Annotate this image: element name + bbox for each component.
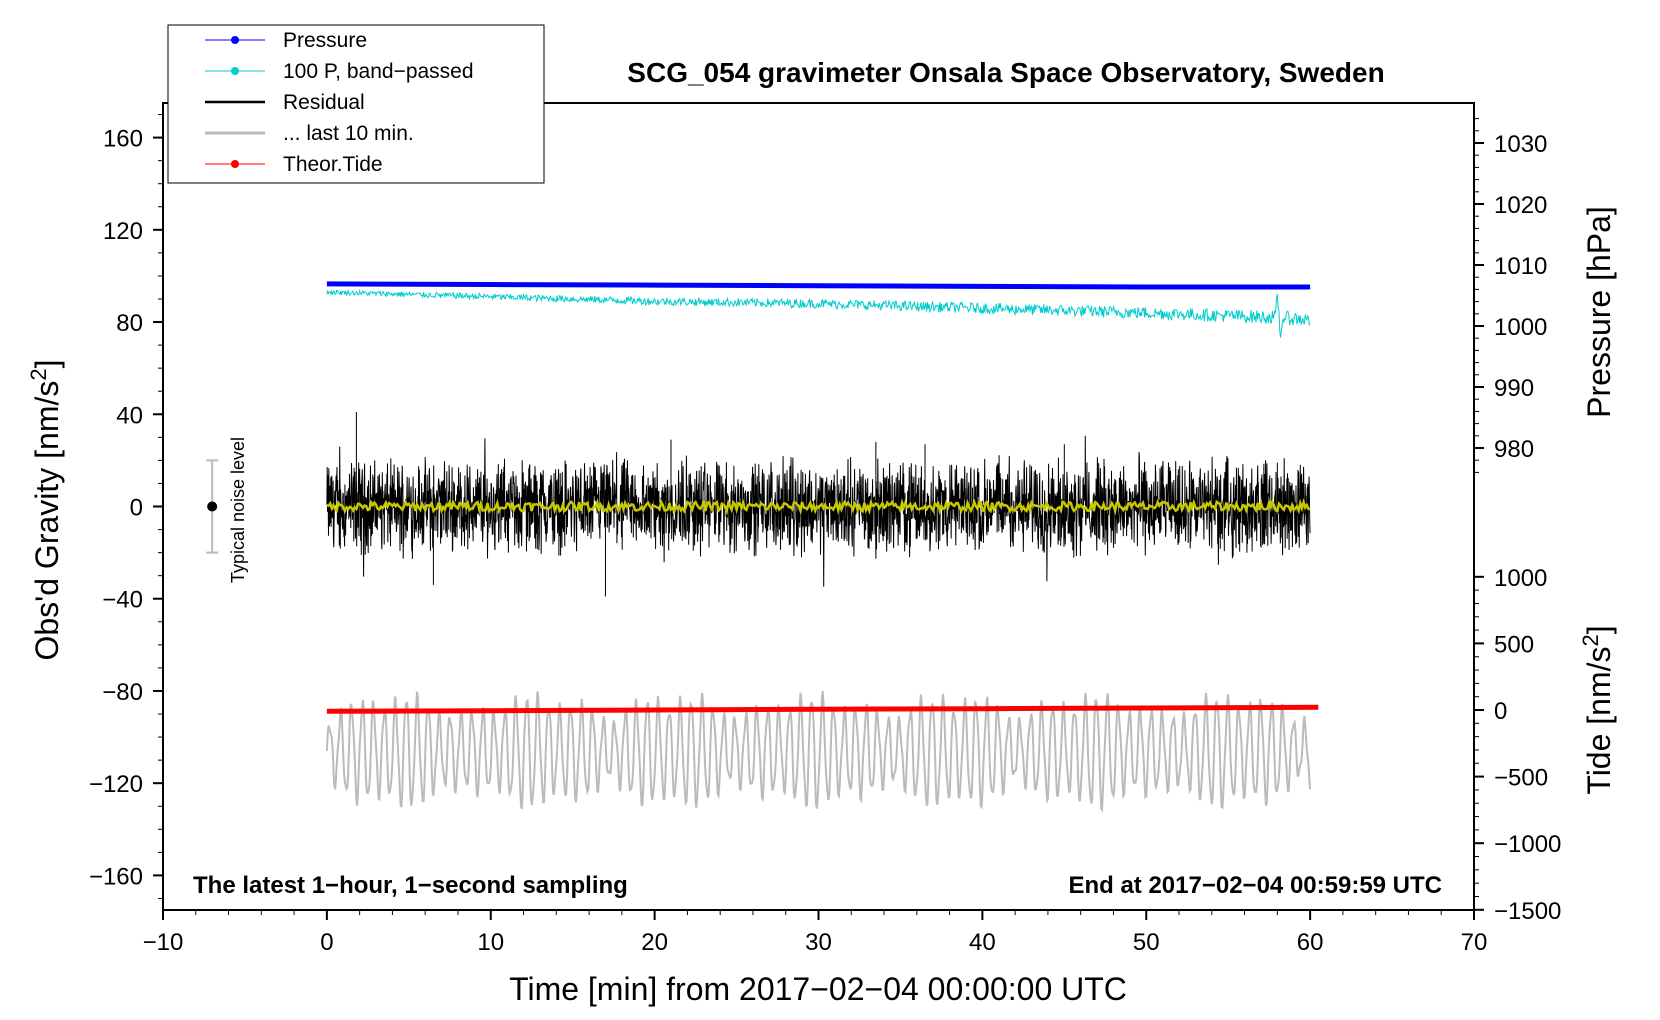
series-band-passed-pressure	[326, 288, 1311, 338]
y-axis-label-tide: Tide [nm/s2]	[1578, 625, 1617, 794]
pressure-tick-label: 1030	[1494, 131, 1547, 158]
tide-tick-label: 500	[1494, 631, 1534, 658]
y-tick-label: −40	[102, 587, 143, 614]
legend-marker	[231, 36, 239, 44]
x-tick-label: 60	[1297, 929, 1324, 956]
y-axis-pressure: 1030 1020 1010 1000 990 980	[1474, 118, 1547, 473]
series-residual-smoothed	[326, 497, 1311, 516]
x-tick-label: 20	[641, 929, 668, 956]
tide-tick-label: 0	[1494, 698, 1507, 725]
noise-level-label: Typical noise level	[228, 437, 248, 583]
pressure-tick-label: 1010	[1494, 253, 1547, 280]
legend-label: Pressure	[283, 29, 367, 52]
pressure-tick-label: 1000	[1494, 314, 1547, 341]
y-axis-label-gravity: Obs'd Gravity [nm/s2]	[26, 359, 65, 660]
note-latest-hour: The latest 1−hour, 1−second sampling	[193, 872, 628, 899]
series-last-10-min	[325, 691, 1312, 813]
y-tick-label: −80	[102, 679, 143, 706]
pressure-tick-label: 1020	[1494, 192, 1547, 219]
x-axis-label: Time [min] from 2017−02−04 00:00:00 UTC	[509, 971, 1127, 1007]
y-axis-tide: 1000 500 0 −500 −1000 −1500	[1474, 565, 1561, 925]
legend-marker	[231, 160, 239, 168]
legend-label: ... last 10 min.	[283, 122, 414, 145]
legend-label: Residual	[283, 91, 365, 114]
x-axis: −10 0 10 20 30 40 50 60 70	[143, 910, 1488, 956]
y-axis-label-pressure: Pressure [hPa]	[1581, 206, 1617, 418]
legend-label: Theor.Tide	[283, 153, 383, 176]
chart-title: SCG_054 gravimeter Onsala Space Observat…	[627, 57, 1384, 88]
note-end-time: End at 2017−02−04 00:59:59 UTC	[1068, 872, 1442, 899]
x-tick-label: 10	[477, 929, 504, 956]
y-axis-gravity: 160 120 80 40 0 −40 −80 −120 −160	[89, 114, 163, 899]
tide-tick-label: 1000	[1494, 565, 1547, 592]
x-tick-label: 50	[1133, 929, 1160, 956]
y-tick-label: 160	[103, 126, 143, 153]
legend: Pressure 100 P, band−passed Residual ... la…	[167, 24, 545, 184]
noise-level-indicator	[206, 459, 219, 554]
y-tick-label: 40	[116, 402, 143, 429]
tide-tick-label: −500	[1494, 765, 1548, 792]
tide-tick-label: −1000	[1494, 831, 1561, 858]
pressure-tick-label: 980	[1494, 436, 1534, 463]
series-residual	[326, 435, 1311, 587]
x-tick-label: 70	[1461, 929, 1488, 956]
x-tick-label: 0	[320, 929, 333, 956]
y-tick-label: −160	[89, 863, 143, 890]
legend-marker	[231, 67, 239, 75]
tide-tick-label: −1500	[1494, 898, 1561, 925]
legend-box	[167, 24, 545, 184]
pressure-tick-label: 990	[1494, 375, 1534, 402]
noise-center-dot	[207, 501, 218, 512]
x-tick-label: −10	[143, 929, 184, 956]
y-tick-label: −120	[89, 771, 143, 798]
x-tick-label: 40	[969, 929, 996, 956]
y-tick-label: 120	[103, 218, 143, 245]
series-theor-tide	[326, 704, 1319, 714]
legend-label: 100 P, band−passed	[283, 60, 474, 83]
series-layer	[325, 281, 1319, 825]
y-tick-label: 80	[116, 310, 143, 337]
series-pressure	[326, 281, 1311, 290]
x-tick-label: 30	[805, 929, 832, 956]
y-tick-label: 0	[130, 495, 143, 522]
